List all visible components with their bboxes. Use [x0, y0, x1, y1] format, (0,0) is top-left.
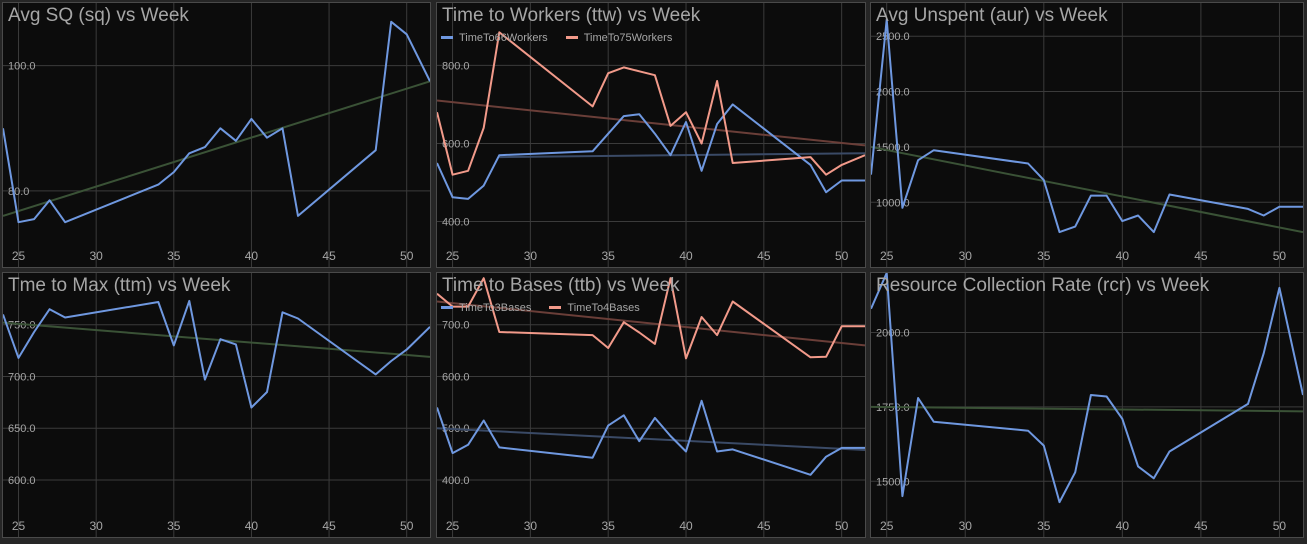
x-tick-label: 25 [446, 519, 460, 533]
legend-swatch [549, 305, 562, 309]
x-tick-label: 30 [959, 519, 973, 533]
x-tick-label: 35 [602, 519, 616, 533]
x-tick-label: 50 [835, 519, 849, 533]
x-tick-label: 30 [89, 519, 103, 533]
legend-label: TimeTo4Bases [567, 302, 640, 314]
x-tick-label: 35 [602, 249, 616, 263]
chart-time-to-workers: 25 30 35 40 45 50 400.0 600.0 800.0 [437, 3, 865, 267]
chart-title: Time to Bases (ttb) vs Week [442, 275, 680, 296]
x-tick-label: 40 [679, 249, 693, 263]
series-line [3, 20, 430, 224]
y-tick-label: 2000.0 [876, 328, 910, 340]
x-tick-label: 50 [835, 249, 849, 263]
x-tick-label: 25 [880, 519, 894, 533]
y-tick-label: 700.0 [8, 371, 36, 383]
panel-time-to-bases: 25 30 35 40 45 50 400.0 500.0 600.0 700.0 Time to… [436, 272, 866, 538]
x-tick-label: 45 [322, 249, 336, 263]
y-tick-label: 600.0 [442, 371, 470, 383]
chart-title: Avg Unspent (aur) vs Week [876, 5, 1108, 26]
legend-item-timeto3bases[interactable]: TimeTo3Bases [441, 302, 531, 314]
trend-line [437, 300, 865, 347]
x-tick-label: 35 [1037, 519, 1051, 533]
legend-label: TimeTo75Workers [583, 32, 673, 44]
y-tick-label: 800.0 [442, 60, 470, 72]
chart-title: Resource Collection Rate (rcr) vs Week [876, 275, 1210, 296]
series-line [437, 31, 865, 176]
x-tick-label: 40 [679, 519, 693, 533]
y-tick-label: 100.0 [8, 61, 36, 73]
legend-label: TimeTo3Bases [459, 302, 532, 314]
chart-title: Avg SQ (sq) vs Week [8, 5, 189, 26]
x-tick-label: 30 [89, 249, 103, 263]
trend-line [871, 405, 1303, 413]
x-tick-label: 40 [245, 249, 259, 263]
x-tick-label: 45 [757, 249, 771, 263]
legend-item-timeto4bases[interactable]: TimeTo4Bases [549, 302, 640, 314]
trend-line [871, 145, 1303, 234]
x-tick-label: 45 [322, 519, 336, 533]
panel-time-to-workers: 25 30 35 40 45 50 400.0 600.0 800.0 Time to Work… [436, 2, 866, 268]
x-tick-label: 30 [524, 519, 538, 533]
x-tick-label: 45 [757, 519, 771, 533]
y-tick-label: 2500.0 [876, 31, 910, 43]
y-tick-label: 80.0 [8, 186, 29, 198]
x-tick-label: 40 [245, 519, 259, 533]
y-tick-label: 400.0 [442, 216, 470, 228]
x-tick-label: 25 [446, 249, 460, 263]
y-tick-label: 700.0 [442, 320, 470, 332]
x-tick-label: 35 [167, 249, 181, 263]
legend-item-timeto75workers[interactable]: TimeTo75Workers [565, 32, 673, 44]
series-line [437, 277, 865, 360]
chart-avg-sq: 25 30 35 40 45 50 80.0 100.0 [3, 3, 430, 267]
trend-line [437, 99, 865, 147]
x-tick-label: 50 [1273, 519, 1287, 533]
x-tick-label: 30 [524, 249, 538, 263]
x-tick-label: 35 [1037, 249, 1051, 263]
x-tick-label: 40 [1116, 249, 1130, 263]
y-tick-label: 600.0 [8, 475, 36, 487]
legend-label: TimeTo66Workers [459, 32, 548, 44]
x-tick-label: 50 [400, 249, 414, 263]
x-tick-label: 45 [1194, 249, 1208, 263]
legend-item-timeto66workers[interactable]: TimeTo66Workers [441, 32, 548, 44]
panel-avg-unspent: 25 30 35 40 45 50 1000.0 1500.0 2000.0 2500.0 Avg… [870, 2, 1304, 268]
series-line [437, 399, 865, 476]
x-tick-label: 30 [959, 249, 973, 263]
y-tick-label: 400.0 [442, 475, 470, 487]
chart-title: Tme to Max (ttm) vs Week [8, 275, 231, 296]
y-tick-label: 1500.0 [876, 142, 910, 154]
series-line [437, 103, 865, 200]
x-tick-label: 50 [400, 519, 414, 533]
legend: TimeTo66Workers TimeTo75Workers [441, 32, 687, 44]
chart-title: Time to Workers (ttw) vs Week [442, 5, 701, 26]
panel-time-to-max: 25 30 35 40 45 50 600.0 650.0 700.0 750.0 Tme to … [2, 272, 431, 538]
x-tick-label: 25 [12, 249, 26, 263]
trend-line [3, 321, 430, 358]
x-tick-label: 25 [12, 519, 26, 533]
legend: TimeTo3Bases TimeTo4Bases [441, 302, 655, 314]
legend-swatch [441, 35, 453, 39]
trend-line [437, 427, 865, 451]
y-tick-label: 600.0 [442, 138, 470, 150]
trend-line [499, 152, 865, 159]
legend-swatch [565, 35, 578, 39]
x-tick-label: 45 [1194, 519, 1208, 533]
x-tick-label: 25 [880, 249, 894, 263]
y-tick-label: 650.0 [8, 423, 36, 435]
series-line [871, 18, 1303, 234]
trend-line [3, 80, 430, 217]
legend-swatch [441, 305, 453, 309]
x-tick-label: 50 [1273, 249, 1287, 263]
x-tick-label: 40 [1116, 519, 1130, 533]
panel-avg-sq: 25 30 35 40 45 50 80.0 100.0 Avg SQ (sq) vs Wee… [2, 2, 431, 268]
x-tick-label: 35 [167, 519, 181, 533]
series-line [871, 273, 1303, 504]
series-line [3, 299, 430, 409]
